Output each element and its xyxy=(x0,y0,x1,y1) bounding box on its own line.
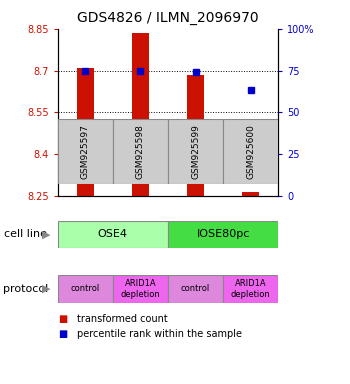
Bar xyxy=(113,275,168,303)
Bar xyxy=(58,275,113,303)
Text: GSM925597: GSM925597 xyxy=(81,124,90,179)
Title: GDS4826 / ILMN_2096970: GDS4826 / ILMN_2096970 xyxy=(77,11,259,25)
Text: OSE4: OSE4 xyxy=(98,229,128,239)
Text: ▶: ▶ xyxy=(42,284,50,294)
Text: control: control xyxy=(71,285,100,293)
Bar xyxy=(243,192,259,196)
Text: ■: ■ xyxy=(58,314,67,324)
Text: GSM925598: GSM925598 xyxy=(136,124,145,179)
Bar xyxy=(223,119,278,184)
Text: control: control xyxy=(181,285,210,293)
Text: ▶: ▶ xyxy=(42,229,50,239)
Text: transformed count: transformed count xyxy=(77,314,168,324)
Text: cell line: cell line xyxy=(4,229,47,239)
Text: GSM925599: GSM925599 xyxy=(191,124,200,179)
Bar xyxy=(77,68,93,196)
Bar xyxy=(113,119,168,184)
Text: protocol: protocol xyxy=(4,284,49,294)
Text: percentile rank within the sample: percentile rank within the sample xyxy=(77,329,242,339)
Bar xyxy=(132,33,149,196)
Text: ARID1A
depletion: ARID1A depletion xyxy=(231,279,271,299)
Bar xyxy=(168,275,223,303)
Bar xyxy=(187,75,204,196)
Text: ARID1A
depletion: ARID1A depletion xyxy=(120,279,160,299)
Text: GSM925600: GSM925600 xyxy=(246,124,255,179)
Text: IOSE80pc: IOSE80pc xyxy=(196,229,250,239)
Bar xyxy=(168,221,278,248)
Bar xyxy=(223,275,278,303)
Bar xyxy=(168,119,223,184)
Bar xyxy=(58,119,113,184)
Text: ■: ■ xyxy=(58,329,67,339)
Bar xyxy=(58,221,168,248)
